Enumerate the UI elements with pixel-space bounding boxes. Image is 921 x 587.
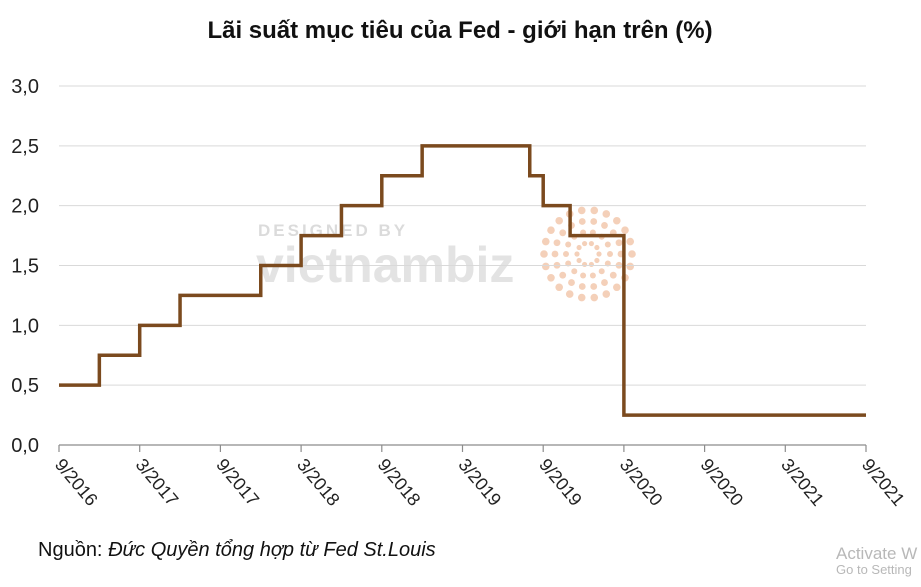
y-tick-label: 3,0 bbox=[11, 76, 39, 98]
series-layer bbox=[59, 144, 866, 417]
y-tick-label: 1,0 bbox=[11, 315, 39, 337]
watermark-dot bbox=[594, 244, 600, 251]
watermark-dot bbox=[607, 251, 613, 257]
series-line bbox=[59, 144, 866, 417]
watermark-dot bbox=[571, 268, 578, 275]
watermark-dot bbox=[559, 229, 567, 237]
watermark-designed-by: DESIGNED BY bbox=[258, 221, 408, 240]
x-tick-label: 3/2021 bbox=[777, 455, 828, 510]
watermark-dot bbox=[565, 241, 572, 248]
watermark-dot bbox=[578, 283, 586, 290]
watermark-dot bbox=[602, 210, 611, 218]
watermark-dot bbox=[580, 272, 587, 279]
activate-line1: Activate W bbox=[836, 544, 918, 563]
watermark-dot bbox=[576, 244, 582, 251]
watermark-dot bbox=[582, 261, 588, 268]
y-tick-label: 0,5 bbox=[11, 375, 39, 397]
watermark-dot bbox=[541, 262, 550, 271]
watermark-dot bbox=[628, 250, 636, 258]
watermark-dot bbox=[540, 250, 548, 258]
watermark-dot bbox=[598, 268, 605, 275]
watermark-dot bbox=[601, 222, 608, 229]
watermark-dot bbox=[594, 257, 600, 264]
x-tick-label: 3/2019 bbox=[454, 455, 505, 510]
y-tick-label: 0,0 bbox=[11, 435, 39, 457]
watermark-dot bbox=[555, 216, 563, 225]
watermark-dot bbox=[547, 273, 555, 282]
x-tick-label: 3/2017 bbox=[132, 455, 183, 510]
watermark-dot bbox=[590, 293, 599, 302]
watermark-dot bbox=[551, 250, 559, 258]
watermark-dot bbox=[582, 240, 588, 247]
watermark-dot bbox=[541, 237, 550, 246]
watermark-dot bbox=[555, 283, 563, 292]
watermark-dots-icon bbox=[540, 206, 636, 302]
watermark-dot bbox=[576, 257, 582, 264]
source-note: Nguồn: Đức Quyền tổng hợp từ Fed St.Loui… bbox=[38, 539, 436, 562]
watermark-dot bbox=[613, 283, 621, 292]
x-tick-label: 3/2018 bbox=[293, 455, 344, 510]
x-tick-label: 9/2017 bbox=[212, 455, 263, 510]
x-tick-label: 9/2018 bbox=[374, 455, 425, 510]
x-tick-label: 9/2020 bbox=[697, 455, 748, 510]
y-tick-label: 2,5 bbox=[11, 136, 39, 158]
chart-title: Lãi suất mục tiêu của Fed - giới hạn trê… bbox=[207, 17, 712, 44]
watermark-dot bbox=[568, 279, 575, 286]
y-tick-label: 2,0 bbox=[11, 196, 39, 218]
source-prefix: Nguồn: bbox=[38, 539, 109, 561]
y-axis: 0,0 0,5 1,0 1,5 2,0 2,5 3,0 bbox=[11, 76, 39, 457]
x-tick-label: 9/2016 bbox=[51, 455, 102, 510]
watermark-dot bbox=[626, 237, 635, 246]
watermark-dot bbox=[621, 226, 629, 235]
watermark-dot bbox=[602, 290, 611, 298]
watermark-dot bbox=[626, 262, 635, 271]
y-tick-label: 1,5 bbox=[11, 256, 39, 278]
source-text: Đức Quyền tổng hợp từ Fed St.Louis bbox=[108, 539, 436, 561]
x-tick-label: 9/2021 bbox=[858, 455, 909, 510]
watermark-dot bbox=[553, 239, 561, 247]
watermark-dot bbox=[590, 206, 599, 215]
watermark-dot bbox=[578, 218, 586, 225]
watermark-dot bbox=[574, 251, 580, 257]
watermark-dot bbox=[590, 283, 598, 290]
watermark-dot bbox=[604, 241, 611, 248]
watermark-dot bbox=[588, 240, 594, 247]
activate-windows-watermark: Activate W Go to Setting bbox=[836, 545, 917, 576]
x-axis: 9/2016 3/2017 9/2017 3/2018 9/2018 3/2019 9/20… bbox=[51, 444, 909, 510]
watermark-dot bbox=[577, 206, 586, 215]
watermark: DESIGNED BY vietnambiz bbox=[256, 206, 636, 302]
watermark-dot bbox=[590, 218, 598, 225]
watermark-dot bbox=[547, 226, 555, 235]
watermark-dot bbox=[565, 290, 574, 298]
watermark-dot bbox=[596, 251, 602, 257]
watermark-dot bbox=[589, 272, 596, 279]
watermark-dot bbox=[563, 251, 569, 257]
x-tick-label: 9/2019 bbox=[535, 455, 586, 510]
watermark-dot bbox=[577, 293, 586, 302]
watermark-dot bbox=[559, 271, 567, 279]
gridlines bbox=[59, 85, 866, 386]
watermark-dot bbox=[613, 216, 621, 225]
watermark-dot bbox=[588, 261, 594, 268]
watermark-dot bbox=[609, 271, 617, 279]
activate-line2: Go to Setting bbox=[836, 561, 912, 577]
watermark-dot bbox=[615, 239, 623, 247]
x-tick-label: 3/2020 bbox=[616, 455, 667, 510]
watermark-dot bbox=[601, 279, 608, 286]
